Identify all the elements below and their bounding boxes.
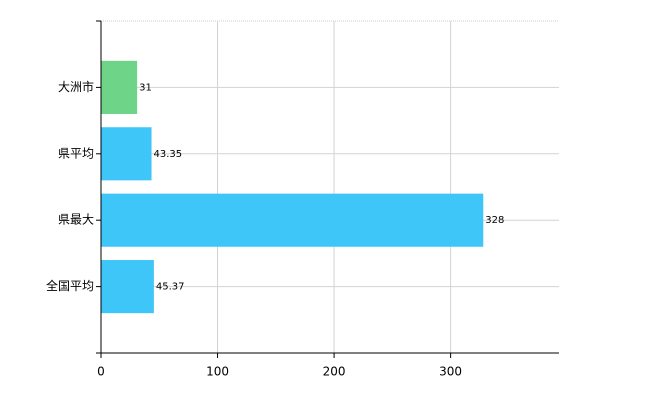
- y-tick-label: 県最大: [58, 213, 94, 227]
- bar: [101, 193, 484, 247]
- x-tick-label: 100: [206, 365, 229, 379]
- x-tick-label: 0: [97, 365, 105, 379]
- y-tick-label: 大洲市: [58, 79, 94, 94]
- value-label: 328: [485, 215, 504, 226]
- x-tick-label: 300: [439, 365, 462, 379]
- bar: [101, 127, 152, 181]
- value-label: 43.35: [154, 149, 183, 160]
- bar: [101, 60, 138, 114]
- value-label: 45.37: [156, 282, 185, 293]
- value-label: 31: [139, 82, 152, 93]
- bar: [101, 260, 154, 314]
- y-tick-label: 県平均: [58, 146, 94, 160]
- y-tick-label: 全国平均: [46, 278, 94, 293]
- x-tick-label: 200: [323, 365, 346, 379]
